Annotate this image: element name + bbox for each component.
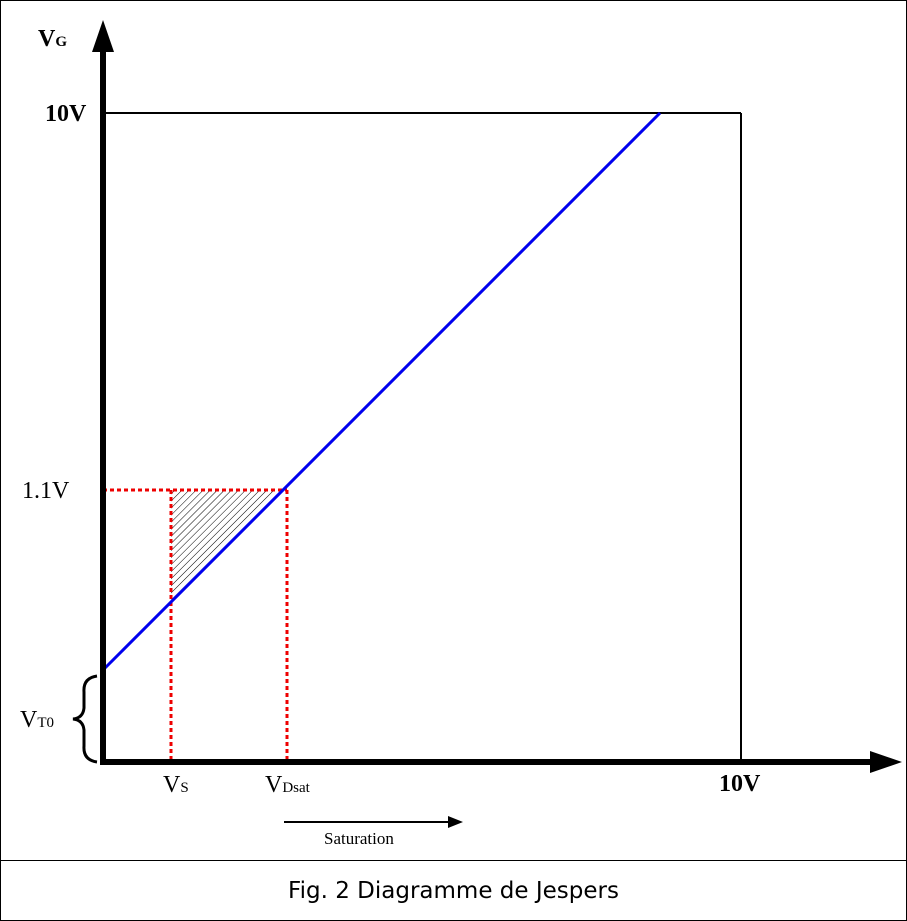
- y-axis-arrow: [92, 20, 114, 52]
- y-level-label: 1.1V: [22, 478, 70, 504]
- y-top-label: 10V: [45, 101, 87, 127]
- jespers-diagram: VG 10V 1.1V VT0 VS VDsat 10V Saturation: [20, 20, 902, 848]
- vdsat-label: VDsat: [265, 772, 311, 798]
- x-axis-arrow: [870, 751, 902, 773]
- saturation-arrow-head: [448, 816, 463, 828]
- vt0-brace: [72, 674, 98, 764]
- hatched-region: [171, 490, 280, 600]
- vs-label: VS: [163, 772, 189, 798]
- figure-caption: Fig. 2 Diagramme de Jespers: [288, 878, 619, 904]
- caption-bar: Fig. 2 Diagramme de Jespers: [0, 860, 907, 921]
- y-axis-label: VG: [38, 26, 67, 52]
- saturation-label: Saturation: [324, 829, 394, 848]
- vt0-label: VT0: [20, 707, 54, 733]
- characteristic-line: [101, 111, 662, 672]
- guide-lines: [103, 488, 289, 762]
- x-axis-label: 10V: [719, 771, 761, 797]
